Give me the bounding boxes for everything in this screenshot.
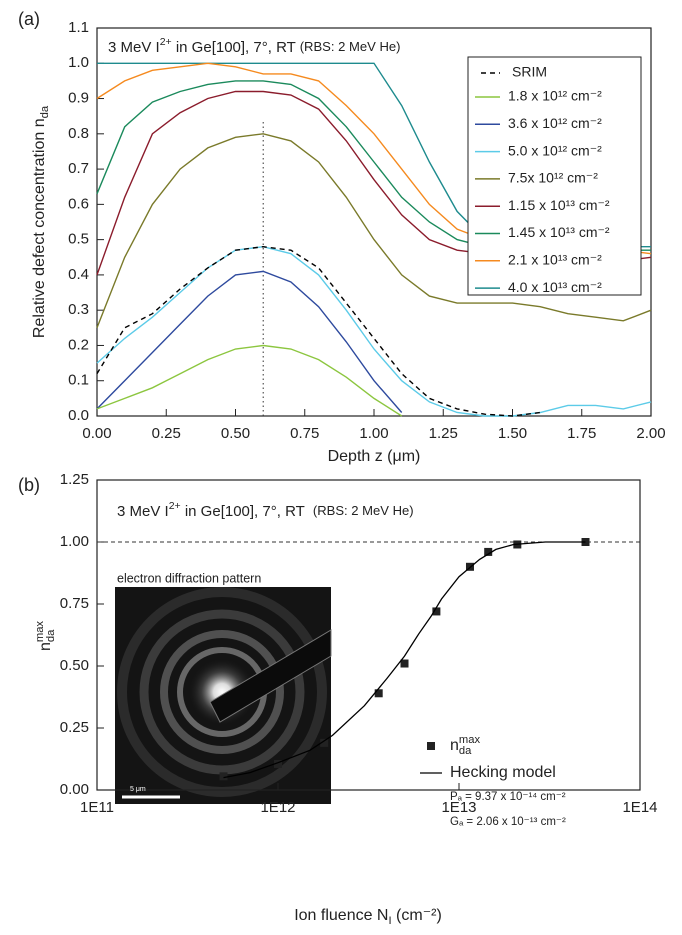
y-tick-label: 0.0: [68, 407, 89, 424]
y-tick-label: 0.75: [60, 595, 89, 612]
panel-label: (b): [18, 475, 40, 495]
inset-image: [115, 587, 332, 804]
diffraction-ring: [160, 630, 284, 754]
y-tick-label: 1.1: [68, 19, 89, 36]
legend-label: 1.45 x 10¹³ cm⁻²: [508, 224, 610, 240]
text-part: in Ge[100], 7°, RT: [172, 39, 300, 56]
y-axis-label: ndamax: [34, 621, 57, 651]
data-point: [274, 759, 282, 768]
y-tick-label: 0.1: [68, 372, 89, 389]
y-tick-label: 0.9: [68, 90, 89, 107]
series-line: [96, 133, 652, 329]
legend-label: 4.0 x 10¹³ cm⁻²: [508, 279, 602, 295]
y-tick-label: 0.25: [60, 719, 89, 736]
y-tick-label: 0.5: [68, 231, 89, 248]
panel-label: (a): [18, 9, 40, 29]
x-tick-label: 1.50: [498, 425, 527, 442]
text-part: Relative defect concentration n: [31, 118, 48, 338]
diffraction-ring: [117, 587, 327, 797]
x-tick-label: 0.00: [82, 425, 111, 442]
x-tick-label: 1.00: [359, 425, 388, 442]
x-tick-label: 0.50: [221, 425, 250, 442]
text-part: 3 MeV I: [117, 503, 169, 520]
data-point: [432, 607, 441, 616]
series-line: [96, 245, 541, 417]
text-part: (cm⁻²): [392, 907, 442, 924]
text-part: in Ge[100], 7°, RT: [181, 503, 313, 520]
data-point: [581, 538, 590, 546]
inset-title: electron diffraction pattern: [117, 571, 261, 585]
legend-label: Hecking model: [450, 764, 556, 781]
x-tick-label: 1.75: [567, 425, 596, 442]
y-tick-label: 0.4: [68, 266, 89, 283]
data-point: [400, 659, 409, 668]
series-line: [96, 344, 403, 417]
legend-label: ndamax: [450, 734, 480, 757]
fit-parameter: Pₐ = 9.37 x 10⁻¹⁴ cm⁻²: [450, 791, 566, 803]
text-part: da: [45, 629, 57, 642]
data-point: [484, 547, 493, 556]
fit-line: [223, 541, 586, 779]
data-point: [320, 738, 329, 747]
x-axis-label: Depth z (μm): [328, 448, 421, 465]
x-tick-label: 1E13: [441, 799, 476, 816]
legend-swatch: [427, 742, 435, 750]
diffraction-ring: [139, 609, 305, 775]
scale-label: 5 μm: [130, 786, 146, 793]
x-tick-label: 0.25: [152, 425, 181, 442]
y-tick-label: 0.8: [68, 125, 89, 142]
legend-label: 3.6 x 10¹² cm⁻²: [508, 115, 602, 131]
text-part: max: [34, 621, 46, 643]
legend-label: 2.1 x 10¹³ cm⁻²: [508, 252, 602, 268]
text-part: 2+: [160, 36, 172, 48]
x-tick-label: 1E12: [260, 799, 295, 816]
text-part: da: [459, 745, 472, 757]
series-line: [96, 270, 403, 413]
text-part: n: [37, 642, 54, 651]
y-tick-label: 1.0: [68, 54, 89, 71]
annotation: 3 MeV I2+ in Ge[100], 7°, RT (RBS: 2 MeV…: [117, 500, 414, 520]
plot-frame: [96, 479, 641, 791]
fit-parameter: Gₐ = 2.06 x 10⁻¹³ cm⁻²: [450, 816, 566, 828]
data-point: [219, 772, 228, 781]
x-tick-label: 1E14: [622, 799, 657, 816]
y-tick-label: 0.7: [68, 160, 89, 177]
legend-label: 7.5x 10¹² cm⁻²: [508, 170, 598, 186]
series-line: [96, 245, 652, 417]
text-part: (RBS: 2 MeV He): [300, 39, 401, 54]
y-tick-label: 0.6: [68, 195, 89, 212]
annotation: 3 MeV I2+ in Ge[100], 7°, RT (RBS: 2 MeV…: [108, 36, 400, 56]
text-part: Ion fluence N: [294, 907, 388, 924]
text-part: (RBS: 2 MeV He): [313, 503, 414, 518]
text-part: 3 MeV I: [108, 39, 160, 56]
y-tick-label: 0.50: [60, 657, 89, 674]
y-tick-label: 0.00: [60, 781, 89, 798]
y-tick-label: 0.3: [68, 301, 89, 318]
text-part: 2+: [169, 500, 181, 512]
y-axis-label: Relative defect concentration nda: [31, 105, 51, 338]
x-tick-label: 2.00: [636, 425, 665, 442]
text-part: n: [450, 737, 459, 754]
legend-label: 5.0 x 10¹² cm⁻²: [508, 142, 602, 158]
y-tick-label: 1.25: [60, 471, 89, 488]
text-part: I: [388, 915, 391, 927]
text-part: da: [39, 105, 51, 118]
x-tick-label: 1E11: [80, 799, 114, 816]
x-tick-label: 1.25: [429, 425, 458, 442]
legend-label: 1.15 x 10¹³ cm⁻²: [508, 197, 610, 213]
text-part: max: [459, 734, 481, 746]
beam-stop: [209, 629, 332, 723]
data-point: [374, 689, 383, 698]
legend-label: SRIM: [512, 64, 547, 80]
y-tick-label: 1.00: [60, 533, 89, 550]
legend-label: 1.8 x 10¹² cm⁻²: [508, 88, 602, 104]
x-tick-label: 0.75: [290, 425, 319, 442]
x-axis-label: Ion fluence NI (cm⁻²): [294, 907, 442, 927]
y-tick-label: 0.2: [68, 336, 89, 353]
